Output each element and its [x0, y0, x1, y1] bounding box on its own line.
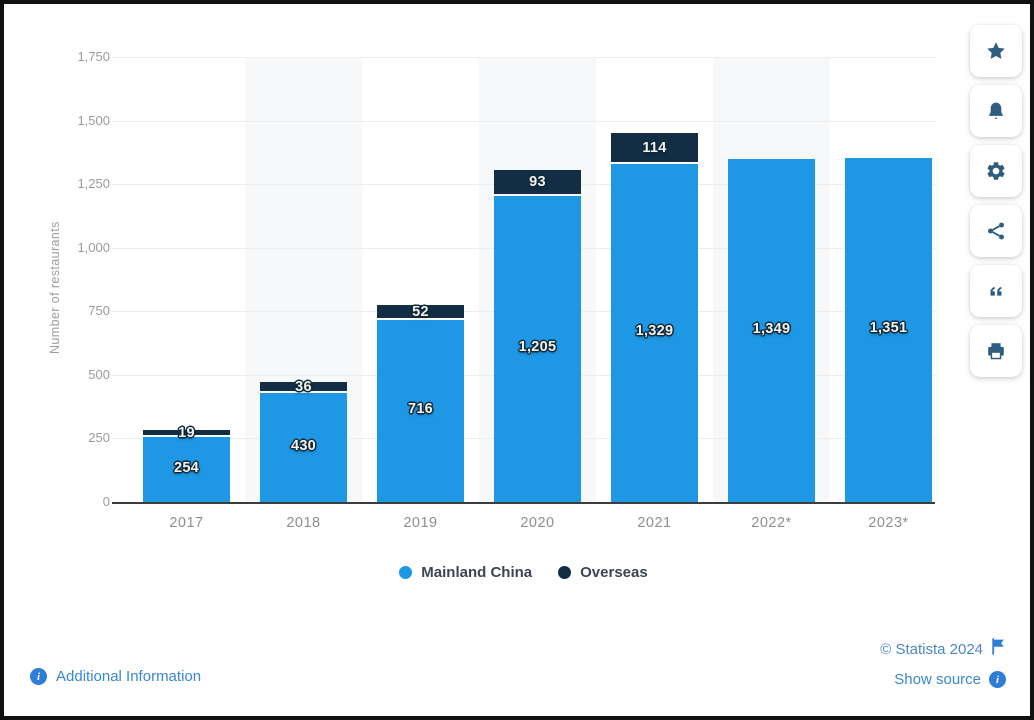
bar-value-label: 19 — [178, 424, 195, 441]
y-axis-tick-label: 1,250 — [77, 176, 110, 192]
flag-icon[interactable] — [991, 638, 1006, 660]
x-axis-label: 2020 — [520, 515, 555, 531]
bar-segment-mainland-china[interactable] — [377, 320, 464, 502]
bar-value-label: 52 — [412, 303, 429, 320]
chart-legend: Mainland China Overseas — [112, 564, 935, 581]
bar-value-label: 1,349 — [752, 320, 791, 337]
bar-value-label: 254 — [173, 459, 200, 476]
star-icon — [985, 40, 1007, 62]
legend-dot — [558, 566, 572, 579]
x-axis-label: 2018 — [286, 515, 321, 531]
settings-button[interactable] — [970, 145, 1022, 197]
bell-icon — [985, 100, 1007, 122]
bar-value-label: 716 — [407, 401, 434, 417]
x-axis-label: 2022* — [751, 515, 792, 531]
bar-segment-mainland-china[interactable] — [260, 393, 347, 502]
x-axis-label: 2023* — [868, 515, 909, 531]
legend-item-overseas[interactable]: Overseas — [558, 564, 648, 581]
quote-icon — [985, 280, 1007, 302]
bar-value-label: 1,329 — [635, 323, 674, 339]
bar-value-label: 36 — [295, 378, 312, 395]
bar-value-label: 93 — [529, 174, 546, 190]
bar-segment-mainland-china[interactable] — [143, 437, 230, 502]
bar-value-label: 114 — [642, 139, 667, 156]
bar-segment-overseas[interactable] — [611, 133, 698, 162]
info-icon — [30, 668, 47, 685]
x-axis-label: 2019 — [403, 515, 438, 531]
bar-segment-overseas[interactable] — [143, 430, 230, 435]
legend-label: Mainland China — [421, 564, 533, 581]
y-axis-tick-label: 0 — [102, 494, 110, 509]
y-axis-tick-label: 250 — [88, 430, 110, 446]
alerts-button[interactable] — [970, 85, 1022, 137]
y-axis-title: Number of restaurants — [48, 221, 62, 355]
show-source-link[interactable]: Show source — [894, 671, 1006, 688]
cite-button[interactable] — [970, 265, 1022, 317]
share-icon — [985, 220, 1007, 242]
x-axis-line — [112, 502, 935, 504]
copyright-label: © Statista 2024 — [880, 640, 983, 658]
legend-label: Overseas — [580, 564, 648, 581]
share-button[interactable] — [970, 205, 1022, 257]
gridline — [112, 120, 935, 122]
gridline — [112, 57, 935, 58]
legend-item-mainland-china[interactable]: Mainland China — [399, 564, 532, 581]
copyright: © Statista 2024 — [880, 638, 1006, 660]
favorite-button[interactable] — [970, 25, 1022, 77]
legend-dot — [399, 566, 413, 579]
bar-value-label: 1,351 — [869, 320, 908, 336]
bar-segment-mainland-china[interactable] — [845, 158, 932, 502]
y-axis-tick-label: 500 — [88, 366, 110, 382]
bar-value-label: 1,205 — [518, 339, 557, 355]
x-axis-label: 2017 — [169, 515, 204, 531]
y-axis-tick-label: 1,500 — [77, 112, 110, 128]
bar-segment-mainland-china[interactable] — [611, 164, 698, 502]
y-axis-tick-label: 750 — [88, 303, 110, 319]
info-icon — [989, 671, 1006, 688]
gear-icon — [985, 160, 1007, 182]
bar-segment-overseas[interactable] — [377, 305, 464, 318]
y-axis-tick-label: 1,750 — [77, 49, 110, 64]
bar-value-label: 430 — [290, 437, 317, 454]
x-axis-label: 2021 — [637, 515, 672, 531]
bar-segment-mainland-china[interactable] — [494, 196, 581, 502]
y-axis-tick-label: 1,000 — [77, 239, 110, 255]
bar-segment-mainland-china[interactable] — [728, 159, 815, 502]
chart-toolbar — [970, 25, 1022, 377]
bar-segment-overseas[interactable] — [260, 382, 347, 391]
footer-right: © Statista 2024 Show source — [880, 638, 1006, 688]
print-icon — [985, 340, 1007, 362]
additional-information-label: Additional Information — [56, 668, 202, 685]
additional-information-link[interactable]: Additional Information — [30, 668, 201, 685]
show-source-label: Show source — [894, 671, 981, 688]
bar-segment-overseas[interactable] — [494, 170, 581, 194]
print-button[interactable] — [970, 325, 1022, 377]
